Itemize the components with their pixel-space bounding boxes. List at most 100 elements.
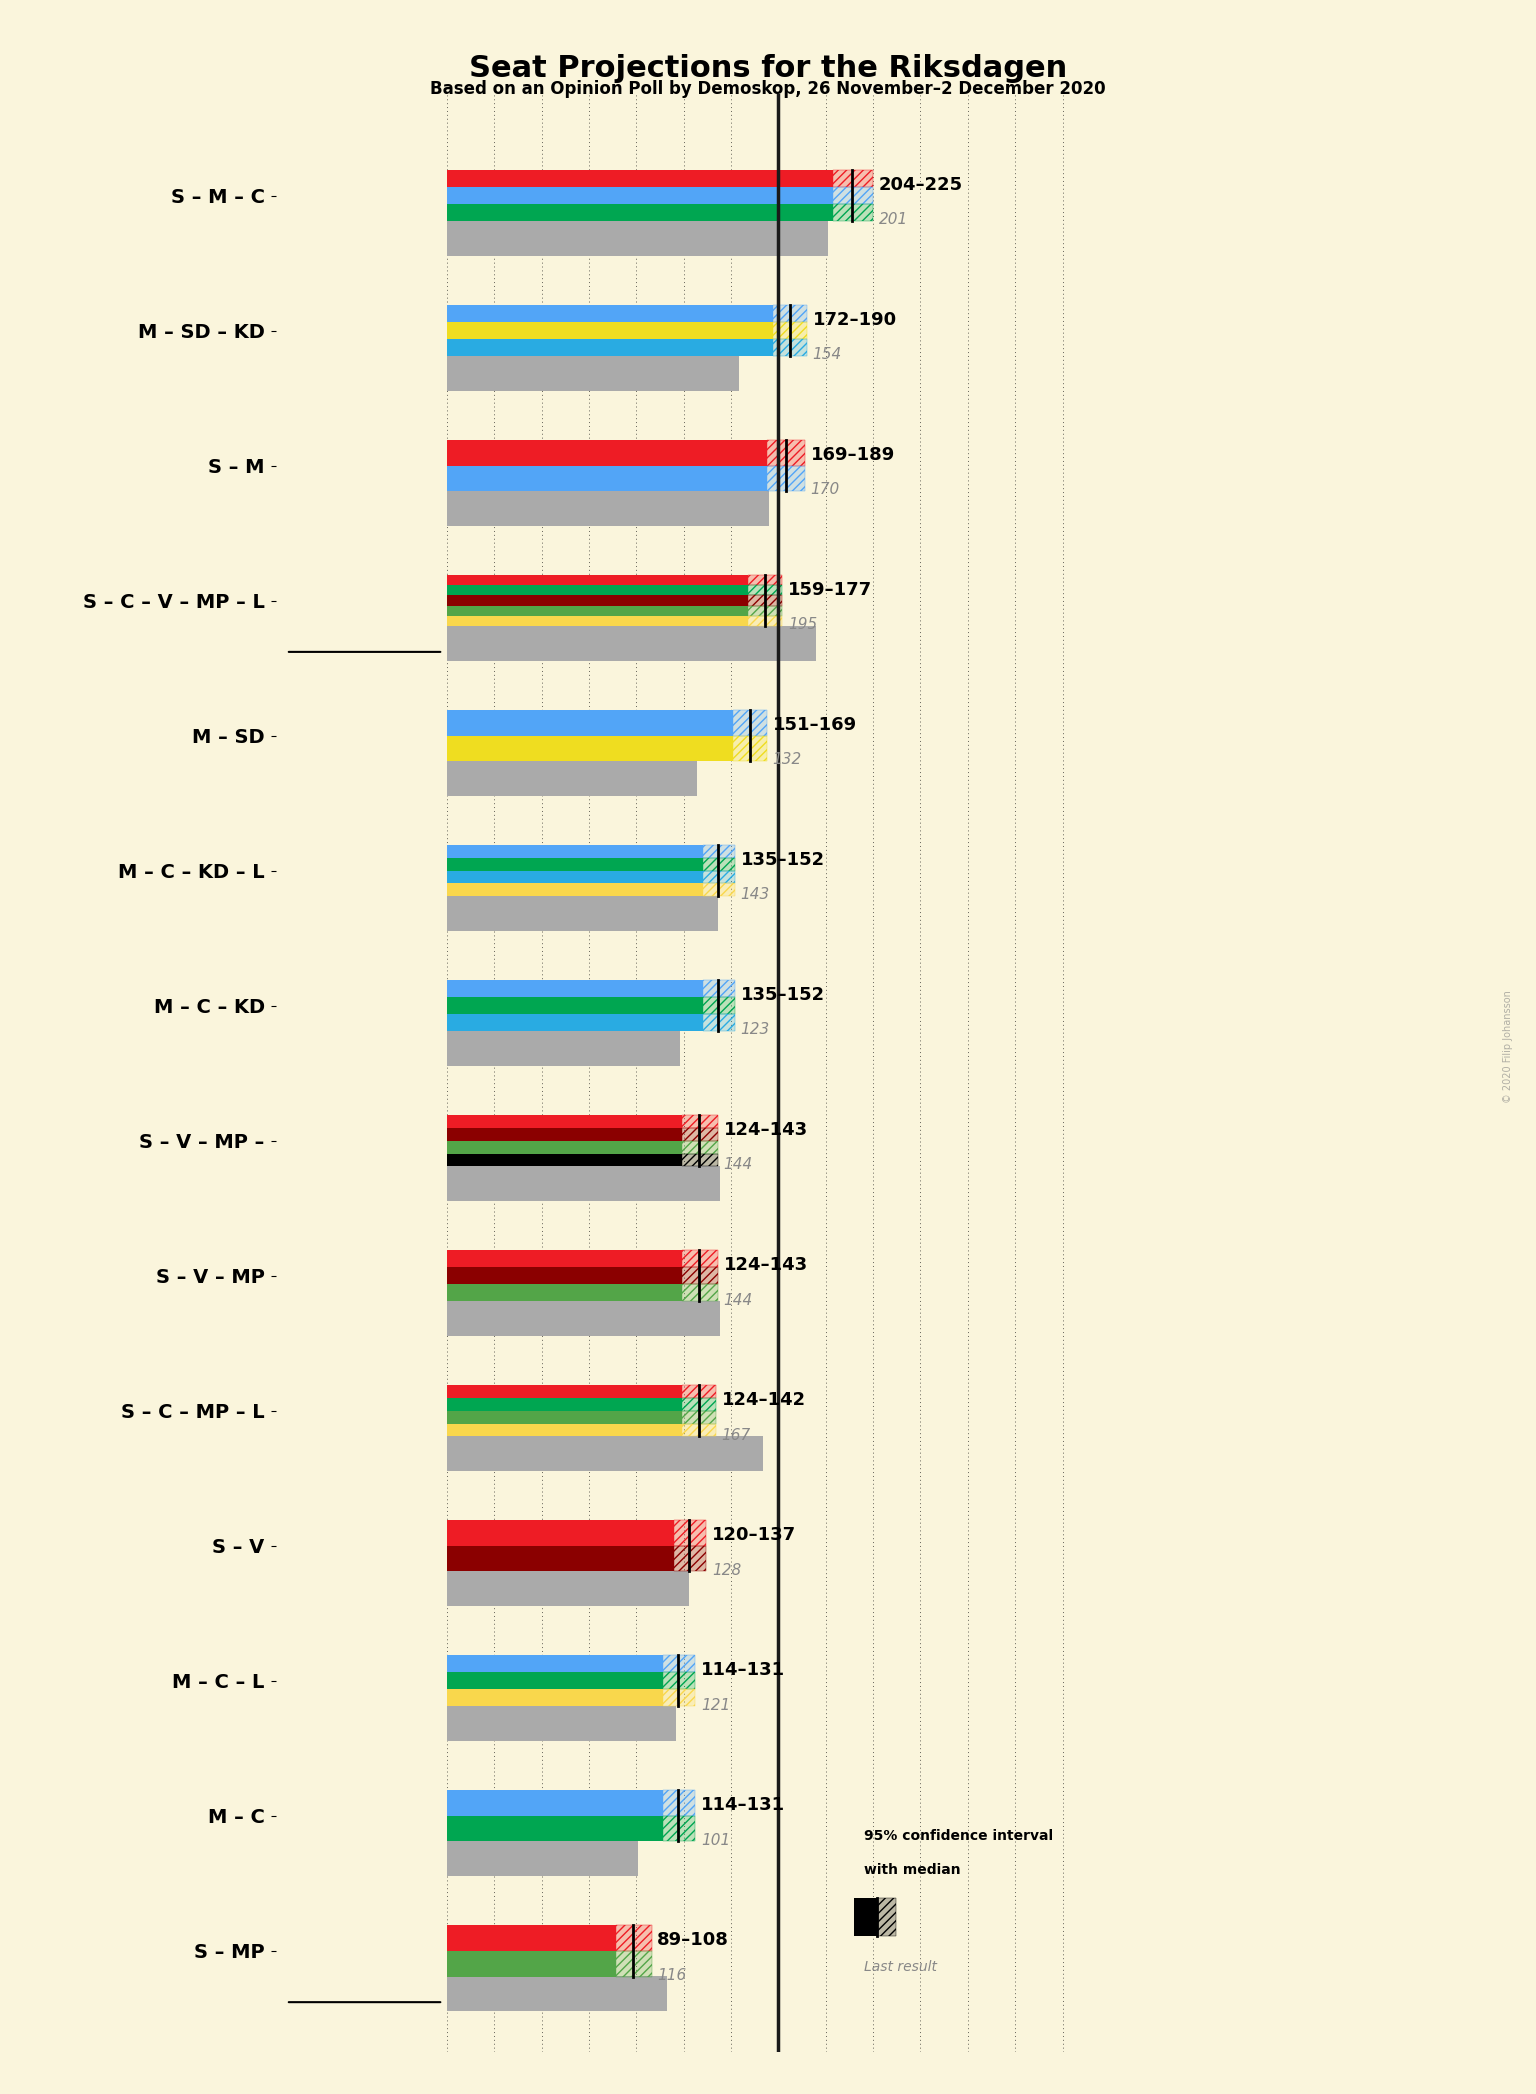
Bar — [447, 1384, 682, 1399]
Bar — [447, 1284, 682, 1300]
Bar — [447, 1411, 682, 1424]
Bar — [447, 1707, 676, 1740]
Bar — [447, 1841, 639, 1876]
Bar — [674, 1545, 707, 1570]
Bar — [616, 1924, 651, 1952]
Bar — [447, 465, 766, 492]
Text: with median: with median — [863, 1864, 960, 1876]
Bar — [447, 1952, 616, 1977]
Bar — [447, 871, 702, 884]
Bar — [447, 306, 773, 322]
Bar — [682, 1250, 717, 1267]
Bar — [447, 595, 748, 605]
Bar — [447, 980, 702, 997]
Bar — [702, 1013, 734, 1032]
Bar — [702, 859, 734, 871]
Bar — [447, 626, 816, 662]
Bar — [702, 859, 734, 871]
Bar — [447, 584, 748, 595]
Bar — [447, 1436, 763, 1470]
Bar — [834, 203, 872, 222]
Bar — [733, 735, 766, 762]
Text: 128: 128 — [713, 1562, 742, 1577]
Bar — [682, 1267, 717, 1284]
Bar — [766, 440, 805, 465]
Bar — [447, 1399, 682, 1411]
Text: 195: 195 — [788, 618, 817, 632]
Bar — [854, 1897, 877, 1937]
Bar — [682, 1384, 716, 1399]
Bar — [748, 595, 782, 605]
Bar — [702, 871, 734, 884]
Bar — [748, 616, 782, 626]
Bar — [447, 186, 834, 203]
Bar — [447, 1520, 674, 1545]
Bar — [682, 1250, 717, 1267]
Text: 114–131: 114–131 — [700, 1797, 785, 1813]
Bar — [773, 306, 806, 322]
Bar — [773, 339, 806, 356]
Bar — [682, 1154, 717, 1166]
Bar — [447, 1690, 664, 1707]
Bar — [447, 440, 766, 465]
Bar — [616, 1952, 651, 1977]
Bar — [748, 576, 782, 584]
Bar — [682, 1411, 716, 1424]
Bar — [616, 1952, 651, 1977]
Bar — [447, 1673, 664, 1690]
Text: 135–152: 135–152 — [740, 986, 825, 1003]
Bar — [766, 465, 805, 492]
Bar — [834, 203, 872, 222]
Bar — [447, 896, 717, 930]
Bar — [702, 871, 734, 884]
Bar — [447, 605, 748, 616]
Text: Seat Projections for the Riksdagen: Seat Projections for the Riksdagen — [468, 54, 1068, 84]
Bar — [702, 1013, 734, 1032]
Bar — [834, 170, 872, 186]
Bar — [447, 735, 733, 762]
Text: 204–225: 204–225 — [879, 176, 963, 195]
Bar — [447, 1114, 682, 1129]
Text: 151–169: 151–169 — [773, 716, 857, 733]
Bar — [664, 1815, 696, 1841]
Bar — [664, 1654, 696, 1673]
Text: Last result: Last result — [863, 1960, 937, 1975]
Text: 170: 170 — [811, 482, 840, 498]
Text: © 2020 Filip Johansson: © 2020 Filip Johansson — [1502, 990, 1513, 1104]
Bar — [682, 1384, 716, 1399]
Text: 154: 154 — [813, 348, 842, 362]
Bar — [682, 1154, 717, 1166]
Text: 124–143: 124–143 — [723, 1256, 808, 1273]
Bar — [773, 322, 806, 339]
Bar — [664, 1790, 696, 1815]
Text: 120–137: 120–137 — [713, 1527, 796, 1543]
Bar — [447, 356, 739, 392]
Bar — [447, 846, 702, 859]
Bar — [664, 1690, 696, 1707]
Bar — [748, 576, 782, 584]
Bar — [674, 1520, 707, 1545]
Bar — [682, 1399, 716, 1411]
Bar — [834, 186, 872, 203]
Bar — [682, 1141, 717, 1154]
Bar — [682, 1141, 717, 1154]
Bar — [733, 710, 766, 735]
Bar — [702, 846, 734, 859]
Bar — [616, 1924, 651, 1952]
Bar — [773, 322, 806, 339]
Text: 124–143: 124–143 — [723, 1120, 808, 1139]
Bar — [748, 605, 782, 616]
Bar — [447, 1030, 680, 1066]
Bar — [773, 339, 806, 356]
Bar — [682, 1129, 717, 1141]
Bar — [682, 1424, 716, 1436]
Text: 144: 144 — [723, 1158, 753, 1173]
Bar — [447, 859, 702, 871]
Bar — [834, 170, 872, 186]
Text: 132: 132 — [773, 752, 802, 766]
Bar — [702, 997, 734, 1013]
Bar — [733, 735, 766, 762]
Bar — [447, 884, 702, 896]
Bar — [682, 1399, 716, 1411]
Bar — [447, 616, 748, 626]
